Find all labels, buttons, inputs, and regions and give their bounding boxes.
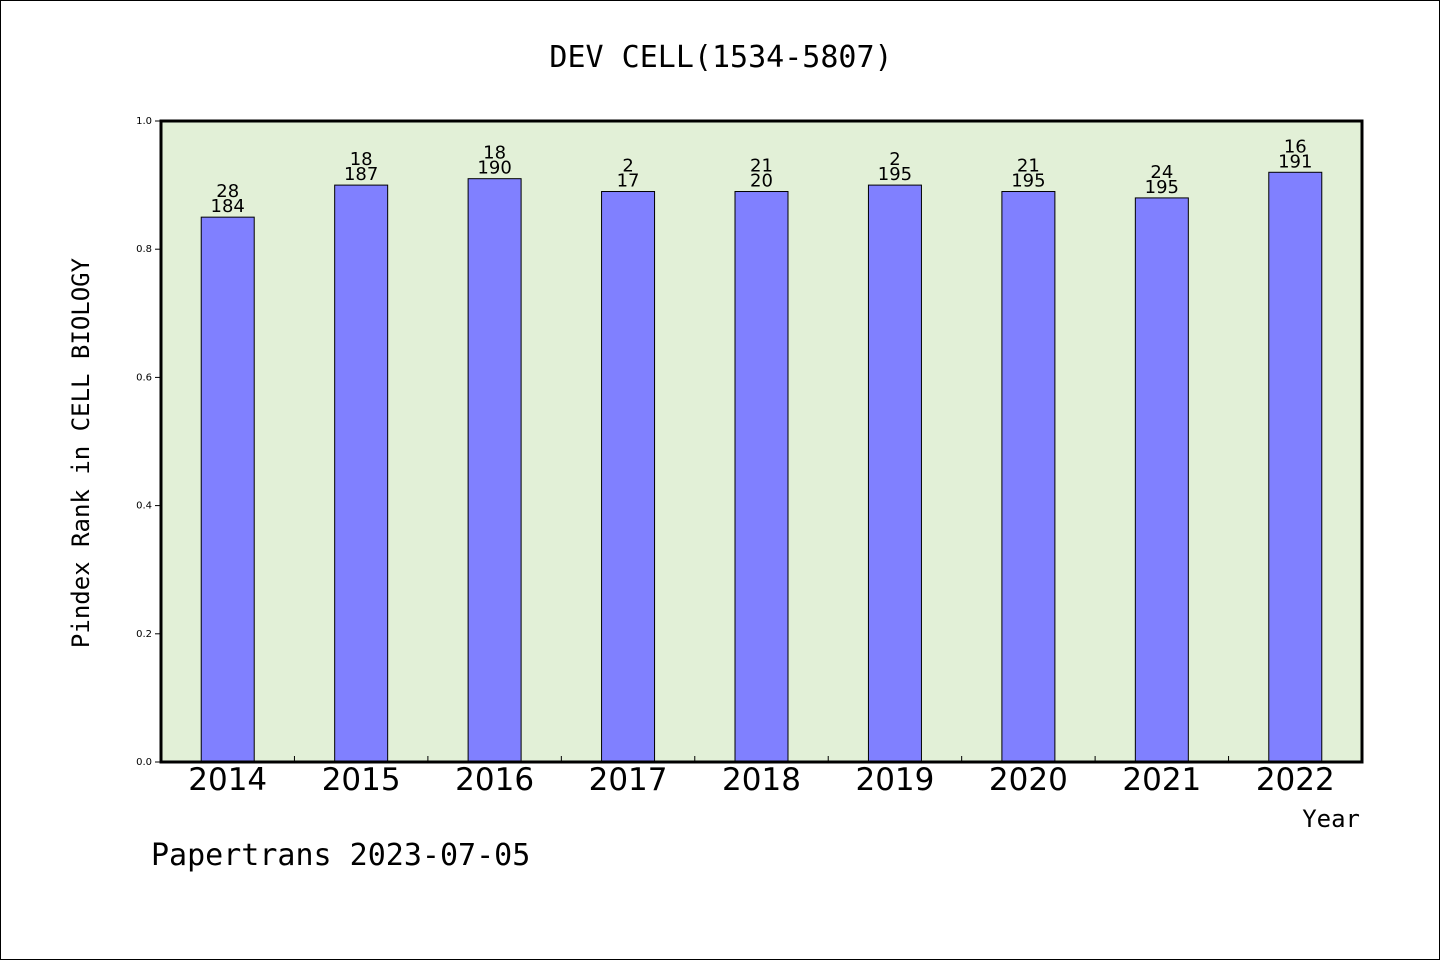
x-tick-label-2021: 2021	[1122, 762, 1201, 798]
y-tick-label: 0.2	[136, 629, 152, 640]
bar-2020	[1001, 191, 1056, 763]
y-tick-label: 0.6	[136, 372, 152, 383]
x-tick-label-2020: 2020	[989, 762, 1068, 798]
x-tick-label-2014: 2014	[188, 762, 267, 798]
bar-label-bottom-2017: 17	[617, 171, 640, 192]
y-axis-label: Pindex Rank in CELL BIOLOGY	[67, 257, 95, 648]
x-axis-ticks: 2014 2015 2016 2017 2018 2019 2020 2021 2022	[188, 756, 1335, 798]
chart-title: DEV CELL(1534-5807)	[549, 40, 892, 75]
bar-label-top-2021: 24	[1150, 162, 1173, 183]
bar-label-top-2016: 18	[483, 143, 506, 164]
bar-label-bottom-2018: 20	[750, 171, 773, 192]
bar-2017	[601, 191, 656, 763]
bar-label-top-2018: 21	[750, 156, 773, 177]
bar-label-top-2017: 2	[622, 156, 633, 177]
bar-label-bottom-2020: 195	[1011, 171, 1045, 192]
x-tick-label-2017: 2017	[589, 762, 668, 798]
bar-label-top-2019: 2	[889, 149, 900, 170]
bar-2021	[1134, 197, 1189, 763]
bar-label-bottom-2016: 190	[477, 158, 511, 179]
bar-label-bottom-2014: 184	[211, 196, 245, 217]
bar-label-top-2020: 21	[1017, 156, 1040, 177]
bar-2019	[867, 184, 922, 763]
footer-credit: Papertrans 2023-07-05	[151, 838, 530, 873]
bar-2015	[334, 184, 389, 763]
y-tick-label: 0.4	[136, 501, 152, 512]
x-tick-label-2018: 2018	[722, 762, 801, 798]
bars-group	[200, 171, 1323, 763]
bar-label-top-2022: 16	[1284, 136, 1307, 157]
bar-2016	[467, 178, 522, 763]
x-tick-label-2019: 2019	[855, 762, 934, 798]
y-tick-label: 1.0	[136, 116, 152, 127]
bar-label-bottom-2022: 191	[1278, 151, 1312, 172]
bar-label-bottom-2015: 187	[344, 164, 378, 185]
bar-label-bottom-2019: 195	[878, 164, 912, 185]
y-tick-label: 0.0	[136, 757, 152, 768]
y-axis-ticks: 0.0 0.2 0.4 0.6 0.8 1.0	[136, 116, 161, 768]
y-tick-label: 0.8	[136, 244, 152, 255]
bar-label-top-2014: 28	[216, 181, 239, 202]
bar-2018	[734, 191, 789, 763]
bar-label-bottom-2021: 195	[1145, 177, 1179, 198]
bar-2022	[1268, 171, 1323, 763]
bar-label-top-2015: 18	[350, 149, 373, 170]
x-tick-label-2016: 2016	[455, 762, 534, 798]
x-tick-label-2022: 2022	[1256, 762, 1335, 798]
bar-2014	[200, 216, 255, 763]
plot-border	[159, 119, 1364, 764]
x-axis-label: Year	[1302, 805, 1360, 833]
x-tick-label-2015: 2015	[322, 762, 401, 798]
